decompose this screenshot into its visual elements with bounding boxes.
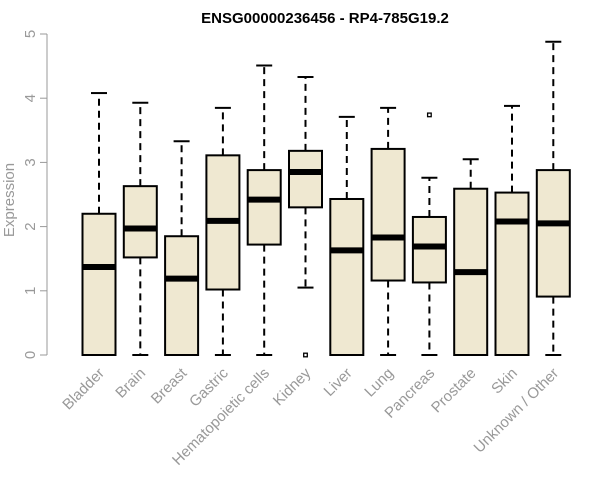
- outlier-point: [303, 352, 308, 358]
- box-iqr: [535, 169, 571, 298]
- y-tick-label: 2: [22, 222, 39, 230]
- x-category-label: Skin: [488, 365, 521, 398]
- y-tick-label: 5: [22, 30, 39, 38]
- box-kidney: [288, 76, 323, 358]
- box-gastric: [205, 106, 241, 356]
- box-pancreas: [411, 112, 447, 356]
- box-unknown-other: [535, 40, 571, 356]
- y-axis: 0 1 2 3 4 5: [22, 30, 48, 359]
- box-skin: [494, 104, 530, 356]
- y-tick-label: 0: [22, 351, 39, 359]
- x-category-label: Prostate: [428, 365, 480, 417]
- x-category-label: Kidney: [270, 364, 315, 409]
- y-axis-label: Expression: [1, 163, 18, 237]
- box-iqr: [164, 235, 200, 356]
- box-iqr: [81, 212, 117, 356]
- box-iqr: [122, 185, 158, 259]
- x-category-label: Brain: [112, 365, 149, 402]
- chart-title: ENSG00000236456 - RP4-785G19.2: [201, 10, 449, 27]
- x-category-label: Liver: [321, 365, 356, 400]
- box-lung: [370, 106, 406, 356]
- box-prostate: [453, 158, 489, 356]
- box-brain: [122, 101, 158, 356]
- box-iqr: [246, 169, 282, 246]
- box-bladder: [81, 92, 117, 356]
- box-iqr: [411, 215, 447, 284]
- y-tick-label: 1: [22, 287, 39, 295]
- box-breast: [164, 140, 200, 356]
- outlier-point: [426, 112, 432, 118]
- x-category-label: Breast: [148, 364, 191, 407]
- box-hematopoietic-cells: [246, 64, 282, 356]
- x-category-label: Lung: [361, 365, 397, 401]
- y-tick-label: 4: [22, 94, 39, 102]
- box-liver: [329, 115, 365, 356]
- box-iqr: [370, 147, 406, 282]
- box-iqr: [288, 149, 323, 209]
- x-category-label: Bladder: [59, 365, 108, 414]
- box-iqr: [329, 197, 365, 356]
- plot-area: [81, 40, 571, 358]
- y-tick-label: 3: [22, 158, 39, 166]
- box-iqr: [494, 191, 530, 356]
